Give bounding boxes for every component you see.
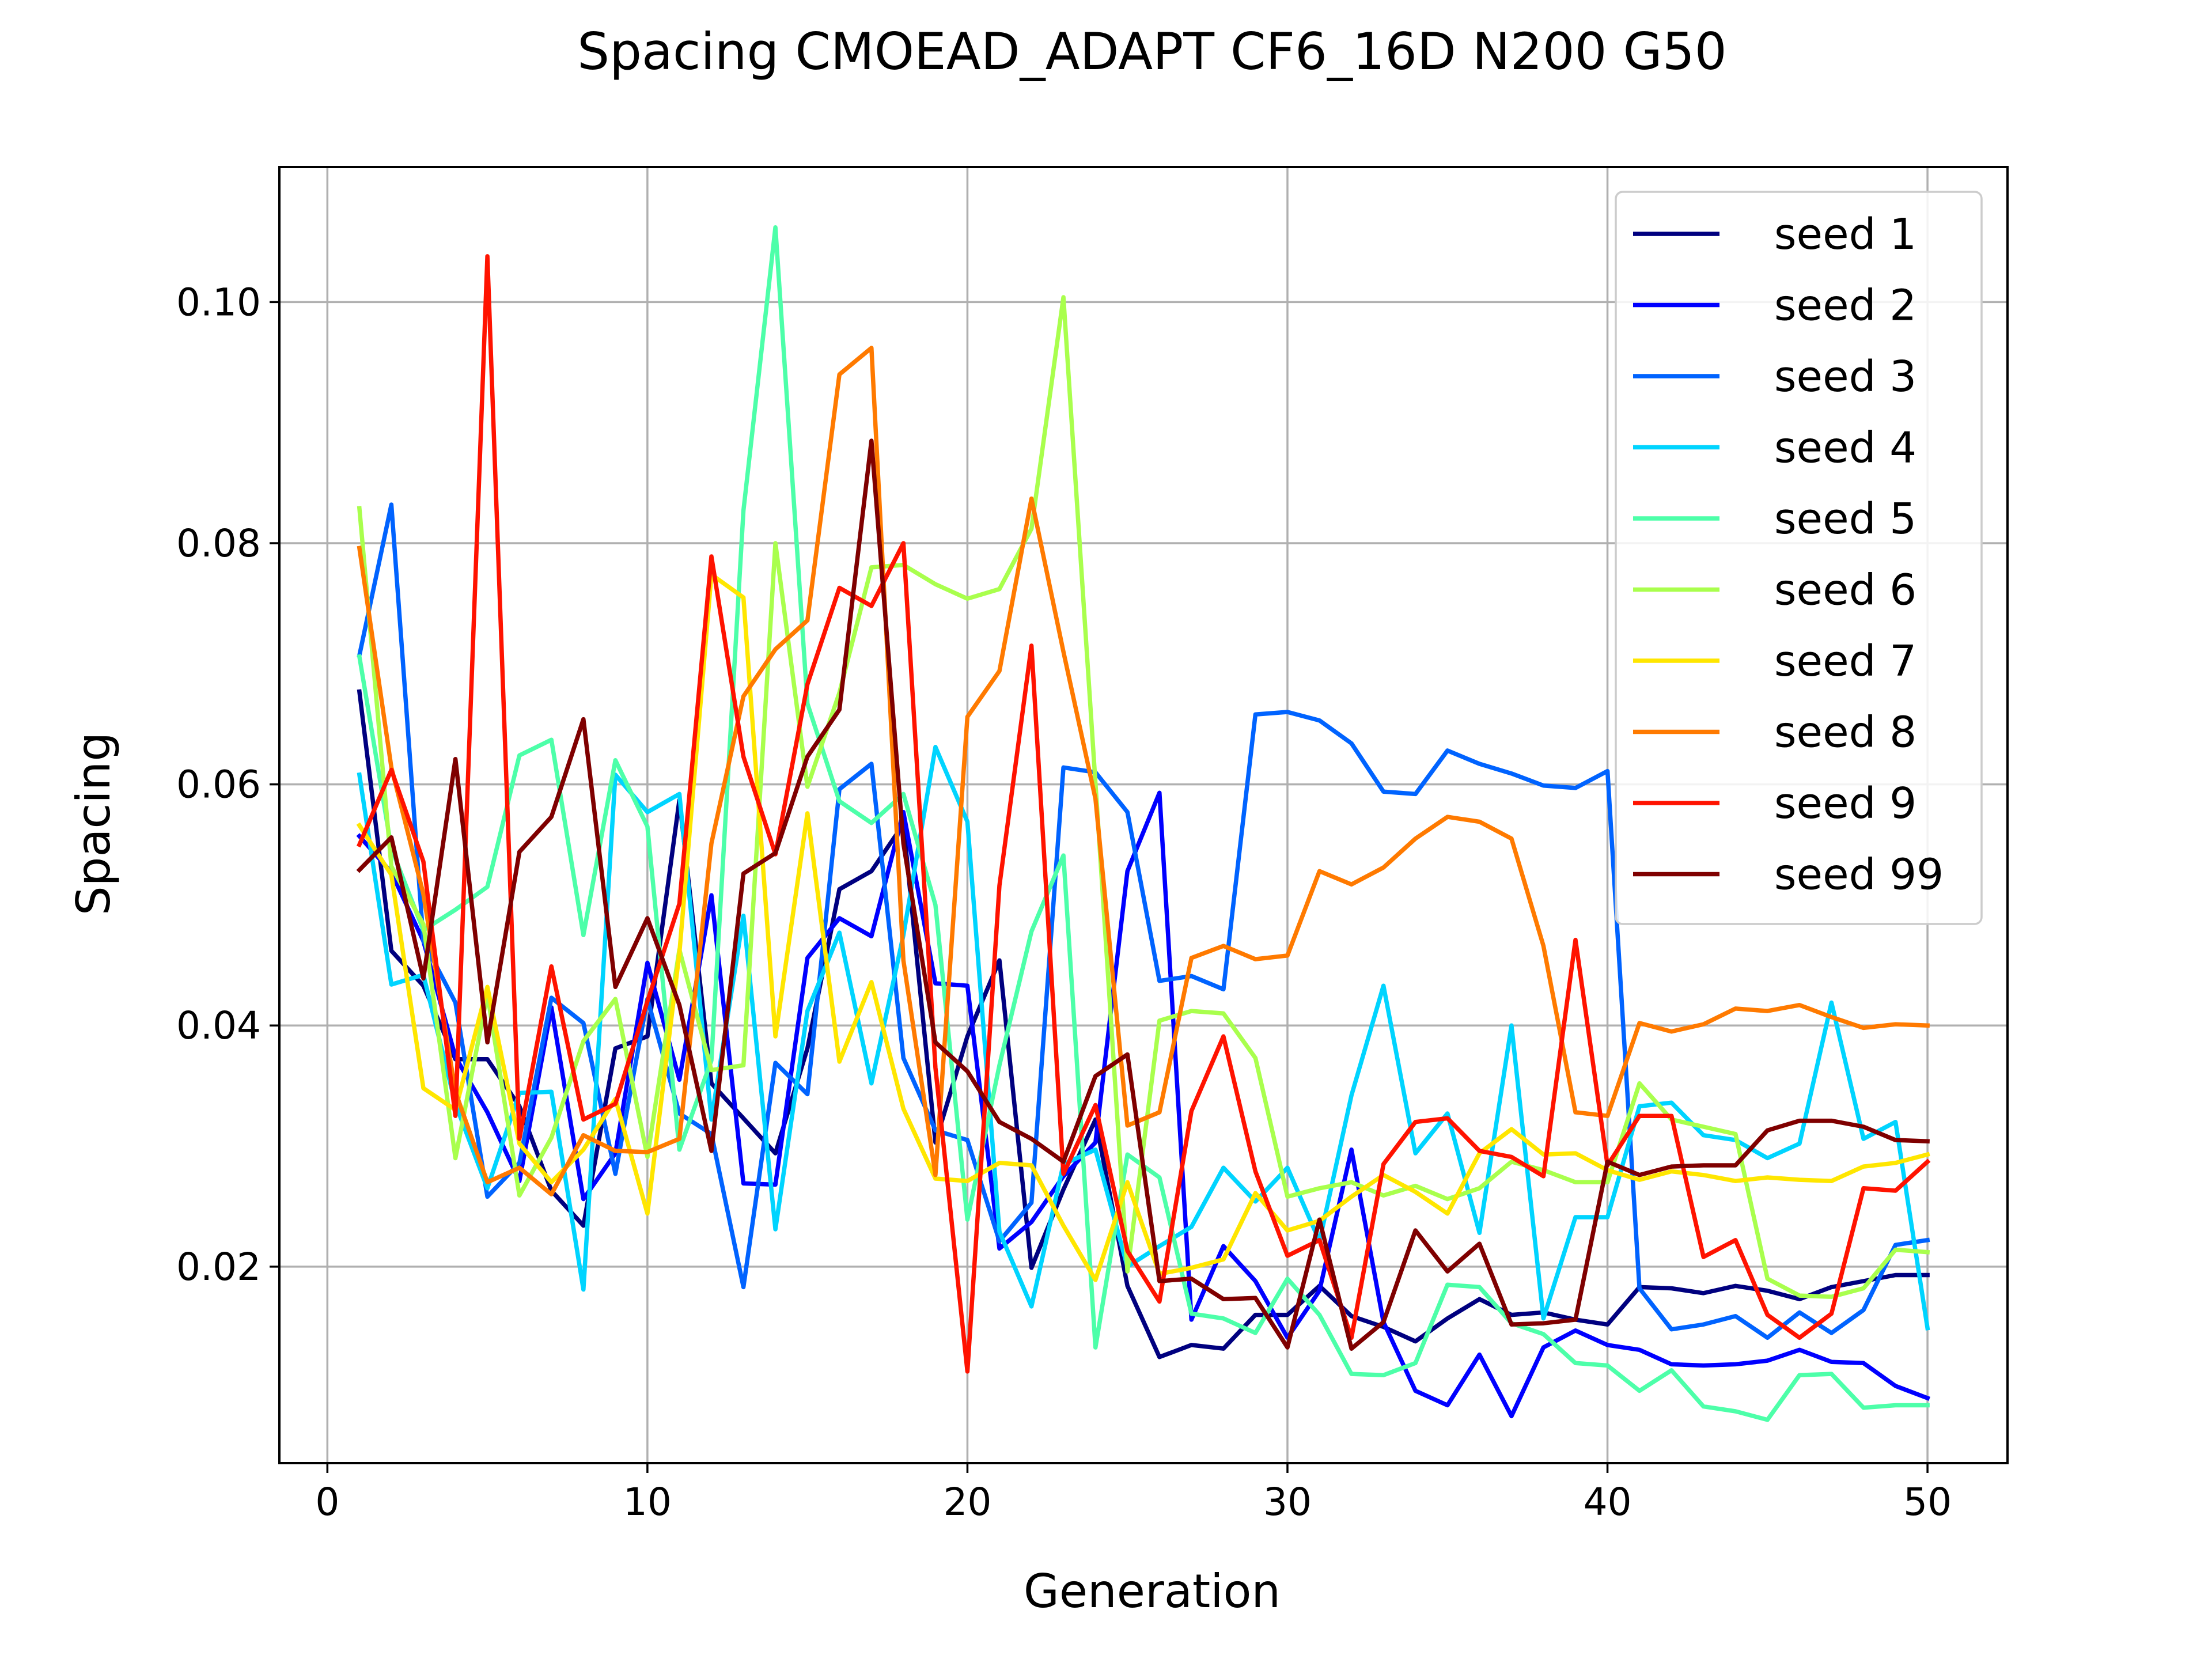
chart-title: Spacing CMOEAD_ADAPT CF6_16D N200 G50 (577, 22, 1726, 81)
series-line-9 (356, 254, 1931, 1374)
y-tick-label: 0.08 (176, 521, 261, 566)
series-line-4 (357, 744, 1930, 1331)
y-axis-label: Spacing (67, 732, 120, 915)
legend-label: seed 5 (1774, 494, 1916, 544)
x-axis: 0 10 20 30 40 50 (315, 1463, 1952, 1524)
y-tick-label: 0.10 (176, 280, 261, 324)
legend-label: seed 9 (1774, 779, 1916, 828)
x-axis-label: Generation (1024, 1565, 1281, 1618)
legend-label: seed 3 (1774, 352, 1916, 402)
series-line-8 (357, 346, 1930, 1197)
x-tick-label: 20 (943, 1480, 991, 1524)
y-axis: 0.02 0.04 0.06 0.08 0.10 (176, 280, 279, 1289)
x-tick-label: 50 (1903, 1480, 1952, 1524)
legend-label: seed 1 (1774, 210, 1916, 259)
legend-label: seed 7 (1774, 637, 1916, 686)
legend-label: seed 8 (1774, 708, 1916, 757)
legend-label: seed 6 (1774, 566, 1916, 615)
y-tick-label: 0.04 (176, 1003, 261, 1048)
legend-label: seed 4 (1774, 423, 1916, 473)
x-tick-label: 0 (315, 1480, 339, 1524)
x-tick-label: 10 (623, 1480, 672, 1524)
series-line-7 (356, 572, 1930, 1282)
plot-frame (278, 166, 2009, 1464)
legend: seed 1 seed 2 seed 3 seed 4 seed 5 seed 6 seed… (1615, 191, 1983, 925)
x-tick-label: 30 (1263, 1480, 1312, 1524)
series-line-10 (356, 438, 1930, 1351)
x-tick-label: 40 (1584, 1480, 1632, 1524)
legend-label: seed 99 (1774, 850, 1944, 900)
legend-label: seed 2 (1774, 281, 1916, 331)
y-tick-label: 0.02 (176, 1245, 261, 1289)
series-line-3 (357, 502, 1930, 1340)
series-line-1 (357, 689, 1930, 1359)
series-line-6 (357, 295, 1930, 1299)
series-lines (356, 225, 1931, 1422)
y-tick-label: 0.06 (176, 763, 261, 807)
